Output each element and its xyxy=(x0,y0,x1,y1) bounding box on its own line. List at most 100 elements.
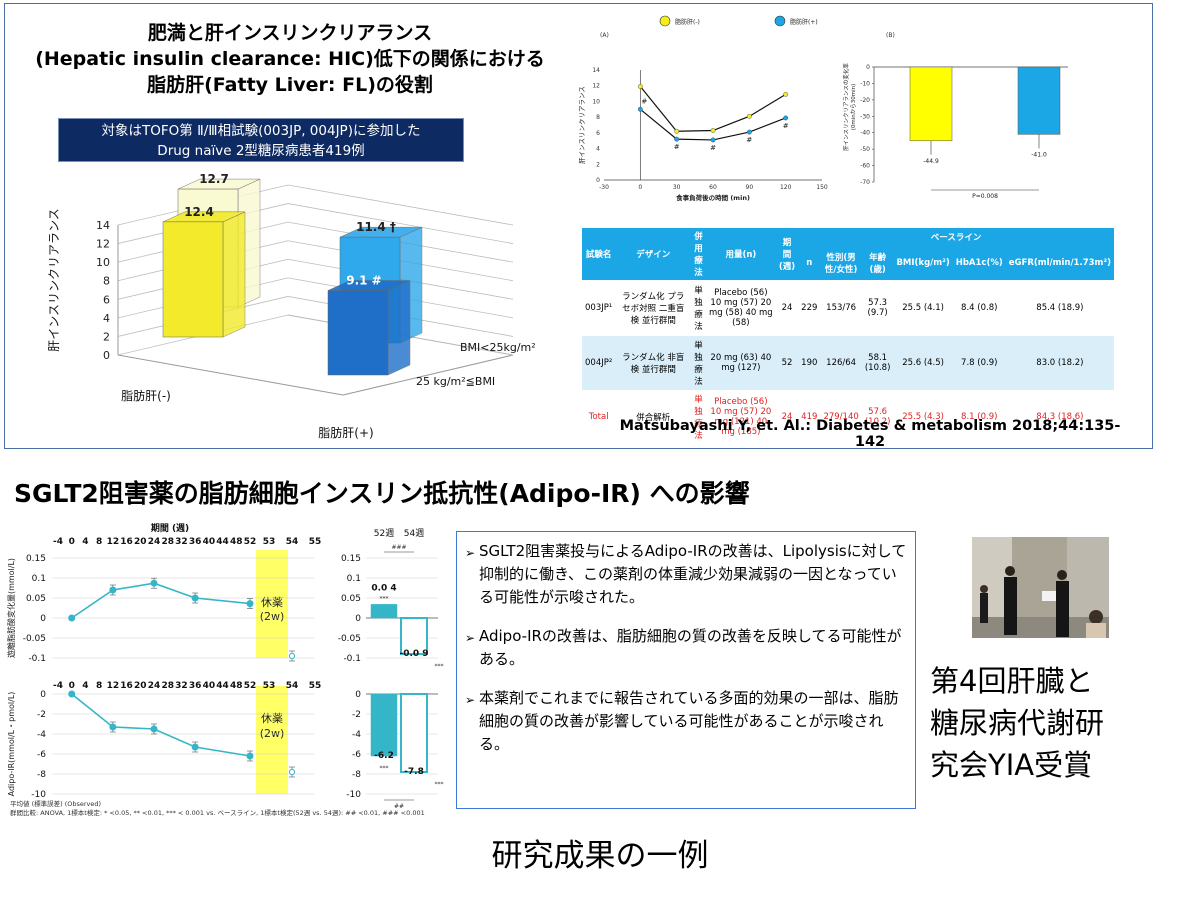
x-tick-label: 36 xyxy=(189,537,202,547)
bar-data-label: -44.9 xyxy=(923,158,939,165)
cell-name: 004JP² xyxy=(582,336,616,390)
x-tick-label: 32 xyxy=(175,681,188,691)
holiday-label: 休薬 xyxy=(261,596,283,609)
data-point xyxy=(150,725,158,733)
y-tick-label: 10 xyxy=(592,98,600,105)
y-tick-label: 0.15 xyxy=(341,554,361,564)
th-age: 年齢(歳) xyxy=(861,246,894,280)
y-tick-label: -10 xyxy=(346,790,361,800)
y-tick-label: -10 xyxy=(860,80,870,87)
award-photo-image xyxy=(972,537,1109,638)
x-tick-label: 4 xyxy=(82,681,88,691)
series-line xyxy=(639,86,786,132)
cell-hba1c: 7.8 (0.9) xyxy=(952,336,1006,390)
y-tick-label: 12 xyxy=(96,238,110,251)
data-point xyxy=(637,84,643,89)
award-text: 第4回肝臓と 糖尿病代謝研 究会YIA受賞 xyxy=(930,660,1180,786)
citation: Matsubayashi Y, et. Al.: Diabetes & meta… xyxy=(619,418,1121,450)
category-label: 52週 xyxy=(374,528,394,539)
y-tick-label: -50 xyxy=(860,146,870,153)
y-tick-label: -30 xyxy=(860,113,870,120)
y-tick-label: 8 xyxy=(103,275,110,288)
cell-age: 57.6 (10.2) xyxy=(864,407,891,427)
cell-hba1c: 8.4 (0.8) xyxy=(961,303,998,313)
grid-line xyxy=(287,184,514,226)
x-tick-label: 0 xyxy=(69,537,75,547)
significance-marker: # xyxy=(641,97,647,105)
cell-weeks: 52 xyxy=(775,336,799,390)
data-point xyxy=(246,752,254,760)
y-axis-label: 遊離脂肪酸変化量(mmol/L) xyxy=(6,558,16,658)
x-tick-label: 90 xyxy=(746,184,754,191)
th-baseline: ベースライン xyxy=(798,228,1114,247)
x-tick-label: 54 xyxy=(286,681,299,691)
title-line-1: 肥満と肝インスリンクリアランス xyxy=(147,22,433,44)
x-tick-label: 52 xyxy=(244,681,257,691)
data-point xyxy=(674,136,680,142)
bar xyxy=(909,66,953,142)
th-design: デザイン xyxy=(615,228,692,280)
cell-therapy: 単独療法 xyxy=(694,286,703,332)
significance-marker: ## xyxy=(394,803,404,810)
legend-label: 脂肪肝(+) xyxy=(790,18,818,26)
trial-table-container: 試験名 デザイン 併用療法 用量(n) 期間(週) ベースライン n 性別(男性… xyxy=(582,228,1114,444)
th-dose: 用量(n) xyxy=(705,228,776,280)
cell-n: 190 xyxy=(798,336,821,390)
table-row: Total 併合解析 単独療法 Placebo (56) 10 mg (57) … xyxy=(582,390,1114,444)
data-point xyxy=(746,113,752,119)
x-tick-label: 0 xyxy=(69,681,75,691)
y-tick-label: 12 xyxy=(592,83,600,90)
y-tick-label: -4 xyxy=(352,730,361,740)
data-point xyxy=(109,723,117,731)
y-tick-label: 0 xyxy=(103,349,110,362)
adipo-bar-chart: 0 -2 -4 -6 -8 -10 -6.2 *** -7.8 *** ## xyxy=(346,690,443,810)
x-tick-label: 53 xyxy=(263,537,276,547)
subject-box: 対象はTOFO第 Ⅱ/Ⅲ相試験(003JP, 004JP)に参加した Drug … xyxy=(58,118,464,162)
series-line xyxy=(71,693,251,757)
th-trial: 試験名 xyxy=(582,228,616,280)
bar-data-label: -7.8 xyxy=(404,767,424,777)
data-point xyxy=(288,652,296,660)
x-tick-label: 28 xyxy=(161,537,174,547)
data-point xyxy=(288,768,296,776)
x-tick-label: 120 xyxy=(780,184,792,191)
subject-line-1: 対象はTOFO第 Ⅱ/Ⅲ相試験(003JP, 004JP)に参加した xyxy=(101,123,421,139)
x-tick-label: 8 xyxy=(96,681,102,691)
significance-stars: *** xyxy=(380,765,389,772)
cell-name: Total xyxy=(588,412,609,422)
holiday-label: (2w) xyxy=(260,727,285,740)
arrow-bullet-icon: ➢ xyxy=(465,546,476,560)
cell-design: ランダム化 非盲検 並行群間 xyxy=(615,336,692,390)
data-point xyxy=(68,690,76,698)
cell-sex: 279/140 xyxy=(823,412,859,422)
data-point xyxy=(710,128,716,133)
x-tick-label: 0 xyxy=(638,184,642,191)
y-tick-label: 0.1 xyxy=(347,574,361,584)
y-tick-label: 0 xyxy=(40,690,46,700)
x-tick-label: 12 xyxy=(107,681,120,691)
y-tick-label: 14 xyxy=(96,219,110,232)
bar xyxy=(162,221,224,338)
x-tick-label: 150 xyxy=(816,184,828,191)
cell-dose: Placebo (56) 10 mg (57) 20 mg (121) 40 m… xyxy=(710,397,772,437)
x-tick-label: 20 xyxy=(134,681,147,691)
significance-marker: # xyxy=(710,144,716,152)
cell-egfr: 84.3 (18.6) xyxy=(1036,412,1084,422)
cell-weeks: 24 xyxy=(781,303,793,313)
significance-marker: # xyxy=(674,143,680,151)
data-point xyxy=(68,614,76,622)
x-tick-label: 8 xyxy=(96,537,102,547)
significance-stars: *** xyxy=(380,595,389,602)
data-point xyxy=(109,586,117,594)
legend-label: 脂肪肝(-) xyxy=(675,18,700,26)
significance-marker: ### xyxy=(391,544,406,551)
y-tick-label: 2 xyxy=(103,330,110,343)
data-point xyxy=(150,579,158,587)
y-tick-label: 6 xyxy=(596,130,600,137)
holiday-band xyxy=(256,686,288,794)
data-point xyxy=(710,137,716,143)
cell-sex: 153/76 xyxy=(826,303,857,313)
x-tick-label: 44 xyxy=(216,681,229,691)
holiday-label: 休薬 xyxy=(261,712,283,725)
